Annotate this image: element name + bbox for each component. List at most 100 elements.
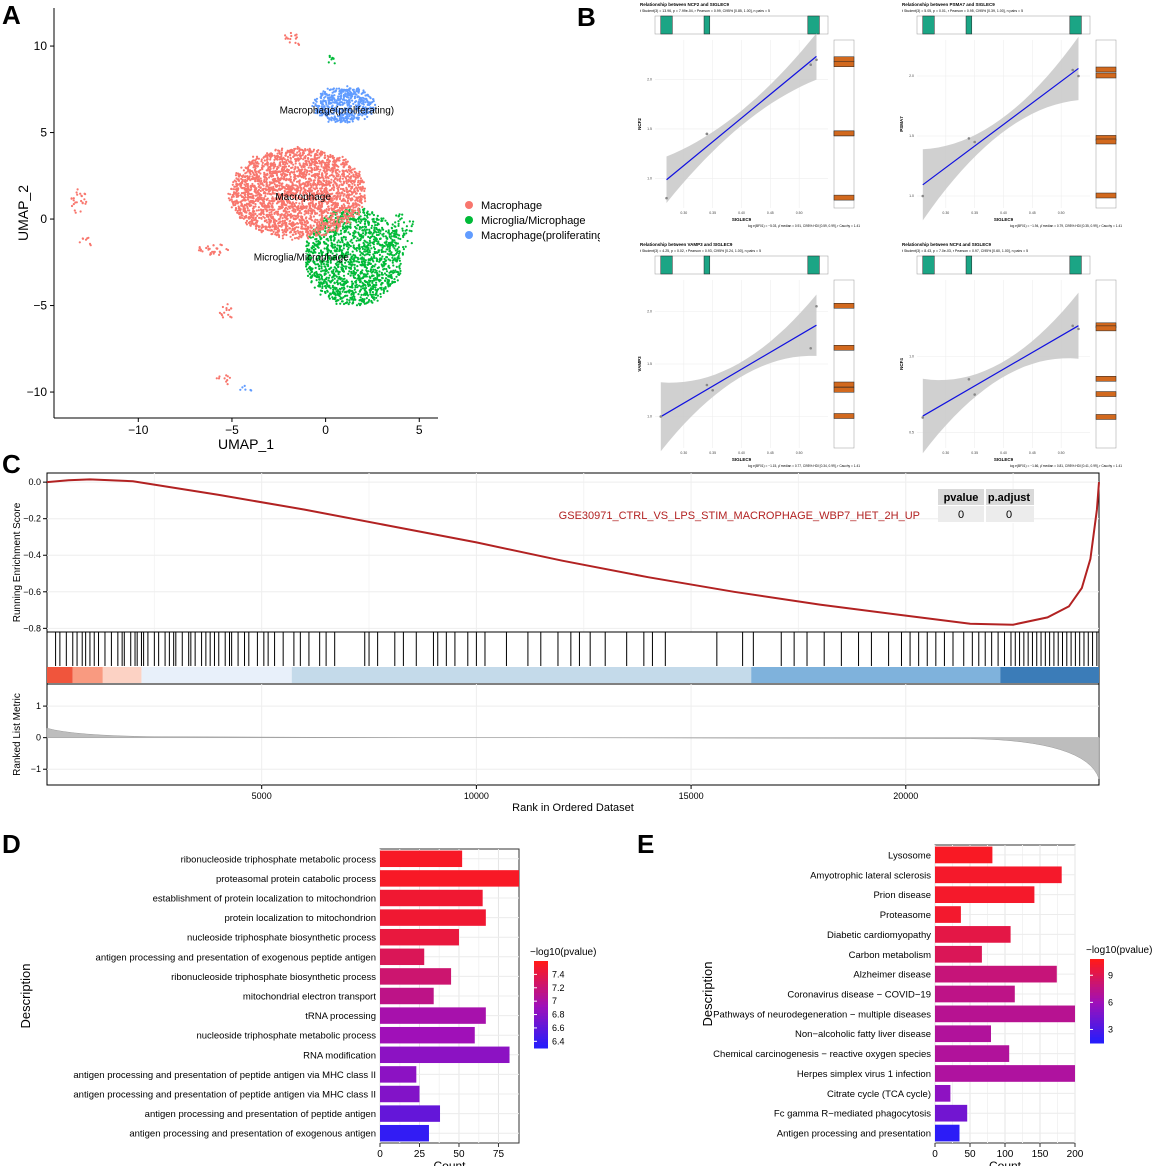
umap-point: [405, 232, 408, 235]
umap-point: [274, 180, 278, 183]
umap-point: [258, 184, 261, 187]
umap-point: [334, 274, 337, 277]
corr-right-hist-bar: [833, 345, 855, 351]
umap-point: [374, 271, 377, 274]
umap-point: [356, 189, 360, 192]
umap-point: [338, 260, 341, 263]
umap-point: [309, 209, 312, 212]
umap-point: [309, 188, 312, 192]
umap-point: [258, 213, 261, 216]
umap-point: [346, 91, 350, 94]
umap-point: [233, 179, 236, 182]
umap-point: [355, 203, 358, 206]
umap-point: [355, 212, 358, 215]
umap-point: [258, 228, 261, 231]
umap-point: [397, 220, 400, 223]
umap-point: [227, 192, 230, 195]
umap-point: [307, 210, 310, 213]
umap-point: [292, 163, 295, 166]
umap-point: [389, 259, 392, 262]
corr-point: [921, 194, 925, 198]
corr-x-tick-label: 0.35: [971, 211, 978, 215]
umap-point: [338, 295, 341, 298]
umap-point: [333, 90, 336, 93]
umap-point: [336, 229, 339, 232]
umap-point: [288, 231, 292, 234]
umap-point: [379, 295, 382, 298]
umap-point: [298, 202, 301, 205]
umap-point: [350, 193, 353, 196]
umap-point: [317, 205, 320, 208]
umap-point: [324, 230, 327, 233]
umap-point: [340, 238, 343, 241]
umap-point: [398, 259, 401, 262]
umap-point: [362, 89, 365, 92]
umap-point: [307, 209, 310, 212]
umap-point: [226, 383, 229, 386]
umap-point: [269, 165, 272, 168]
umap-point: [393, 271, 396, 274]
umap-point: [293, 170, 296, 173]
umap-point: [262, 211, 265, 214]
umap-point: [352, 88, 355, 91]
umap-point: [288, 214, 291, 217]
umap-point: [314, 176, 317, 179]
umap-point: [250, 188, 253, 191]
umap-point: [260, 211, 263, 215]
umap-point: [393, 278, 396, 281]
umap-point: [273, 208, 276, 211]
umap-point: [294, 215, 298, 218]
umap-point: [358, 204, 361, 207]
umap-point: [326, 261, 330, 264]
umap-point: [342, 166, 345, 169]
umap-point: [302, 194, 305, 197]
umap-point: [331, 257, 335, 260]
umap-point: [348, 93, 351, 96]
umap-point: [300, 212, 303, 215]
umap-point: [265, 210, 268, 213]
umap-point: [316, 227, 319, 230]
umap-point: [234, 191, 237, 195]
umap-point: [230, 307, 233, 310]
umap-point: [346, 160, 349, 163]
umap-point: [373, 298, 376, 301]
umap-point: [315, 244, 318, 247]
umap-point: [282, 178, 286, 181]
umap-point: [289, 213, 293, 216]
umap-point: [346, 241, 349, 244]
umap-point: [323, 169, 326, 173]
umap-point: [363, 187, 366, 190]
umap-point: [261, 164, 264, 167]
umap-point: [380, 273, 383, 276]
umap-point: [325, 196, 328, 199]
umap-point: [339, 241, 342, 244]
umap-point: [254, 194, 257, 197]
corr-point: [973, 140, 976, 144]
umap-point: [380, 248, 383, 252]
umap-point: [354, 254, 357, 257]
umap-point: [398, 273, 401, 276]
umap-point: [275, 168, 278, 171]
umap-point: [311, 203, 314, 206]
umap-point: [363, 211, 366, 214]
umap-point: [254, 199, 257, 202]
umap-point: [363, 228, 366, 231]
umap-point: [348, 289, 351, 292]
umap-point: [272, 221, 275, 224]
umap-point: [355, 186, 358, 189]
umap-point: [291, 166, 294, 169]
umap-point: [278, 235, 281, 239]
umap-point: [335, 160, 338, 163]
umap-point: [283, 158, 286, 161]
umap-point: [367, 231, 370, 234]
umap-point: [240, 203, 243, 206]
umap-point: [279, 179, 282, 182]
umap-point: [332, 239, 336, 242]
corr-top-margin: [916, 15, 1091, 35]
umap-point: [354, 291, 357, 294]
umap-point: [335, 120, 339, 123]
umap-point: [225, 374, 228, 377]
corr-subtitle: t Student(3) = 8.43, p = 7.0e-03, r Pear…: [902, 249, 1028, 253]
corr-right-hist-bar: [1095, 66, 1117, 73]
